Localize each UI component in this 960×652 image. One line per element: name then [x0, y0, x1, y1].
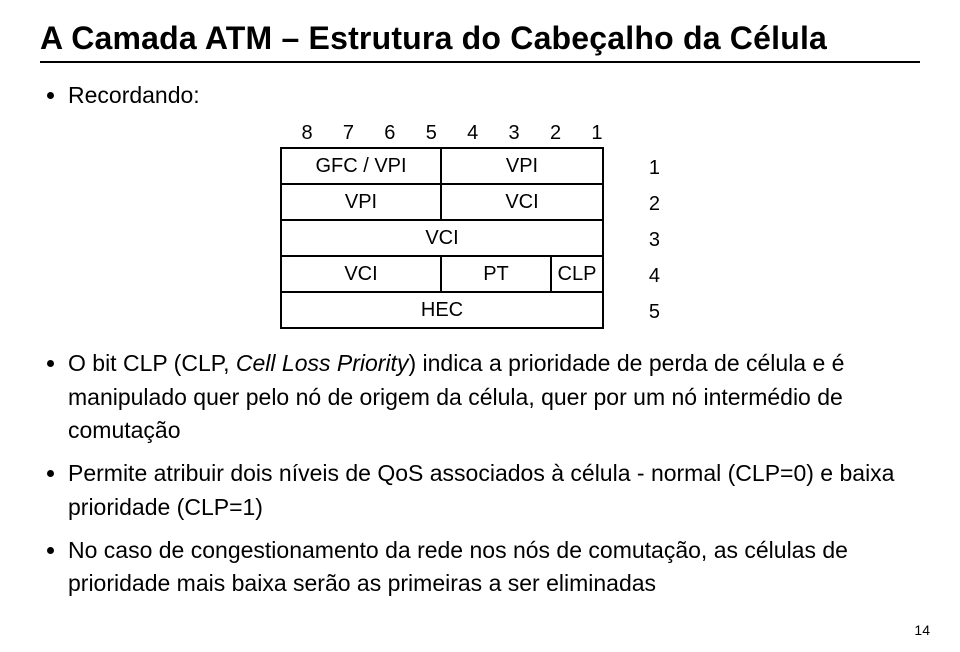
header-row-2: VPI VCI: [282, 183, 602, 219]
bullet-list: Recordando:: [40, 79, 920, 112]
cell-clp: CLP: [552, 257, 602, 291]
bullet-congestion: No caso de congestionamento da rede nos …: [68, 534, 920, 601]
bullet-recordando: Recordando:: [68, 79, 920, 112]
bullet-list-2: O bit CLP (CLP, Cell Loss Priority) indi…: [40, 347, 920, 600]
cell-vci: VCI: [282, 257, 442, 291]
bit-label: 7: [333, 122, 363, 145]
cell-vci: VCI: [442, 185, 602, 219]
cell-hec: HEC: [282, 293, 602, 327]
bullet-clp-definition: O bit CLP (CLP, Cell Loss Priority) indi…: [68, 347, 920, 447]
bit-label: 5: [416, 122, 446, 145]
bit-label: 4: [458, 122, 488, 145]
bullet-qos-levels: Permite atribuir dois níveis de QoS asso…: [68, 457, 920, 524]
bit-labels-row: 8 7 6 5 4 3 2 1: [280, 122, 624, 147]
header-row-4: VCI PT CLP: [282, 255, 602, 291]
cell-pt: PT: [442, 257, 552, 291]
bit-label: 2: [541, 122, 571, 145]
cell-gfc-vpi: GFC / VPI: [282, 149, 442, 183]
bit-label: 3: [499, 122, 529, 145]
row-num: 4: [649, 258, 660, 294]
text: O bit CLP (CLP,: [68, 350, 230, 376]
bit-label: 6: [375, 122, 405, 145]
cell-vpi: VPI: [282, 185, 442, 219]
slide: A Camada ATM – Estrutura do Cabeçalho da…: [0, 0, 960, 652]
cell-vpi: VPI: [442, 149, 602, 183]
page-title: A Camada ATM – Estrutura do Cabeçalho da…: [40, 20, 920, 57]
row-num: 1: [649, 150, 660, 186]
row-num: 3: [649, 222, 660, 258]
header-row-1: GFC / VPI VPI: [282, 149, 602, 183]
italic-text: Cell Loss Priority: [230, 350, 409, 376]
bit-label: 8: [292, 122, 322, 145]
header-grid: GFC / VPI VPI VPI VCI VCI VCI PT CLP HEC: [280, 147, 604, 329]
bit-label: 1: [582, 122, 612, 145]
atm-header-diagram: 8 7 6 5 4 3 2 1 GFC / VPI VPI VPI VCI VC…: [270, 122, 690, 329]
row-num: 5: [649, 294, 660, 330]
header-row-3: VCI: [282, 219, 602, 255]
page-number: 14: [914, 622, 930, 638]
header-row-5: HEC: [282, 291, 602, 327]
title-rule: [40, 61, 920, 63]
row-numbers: 1 2 3 4 5: [649, 150, 660, 330]
row-num: 2: [649, 186, 660, 222]
cell-vci: VCI: [282, 221, 602, 255]
